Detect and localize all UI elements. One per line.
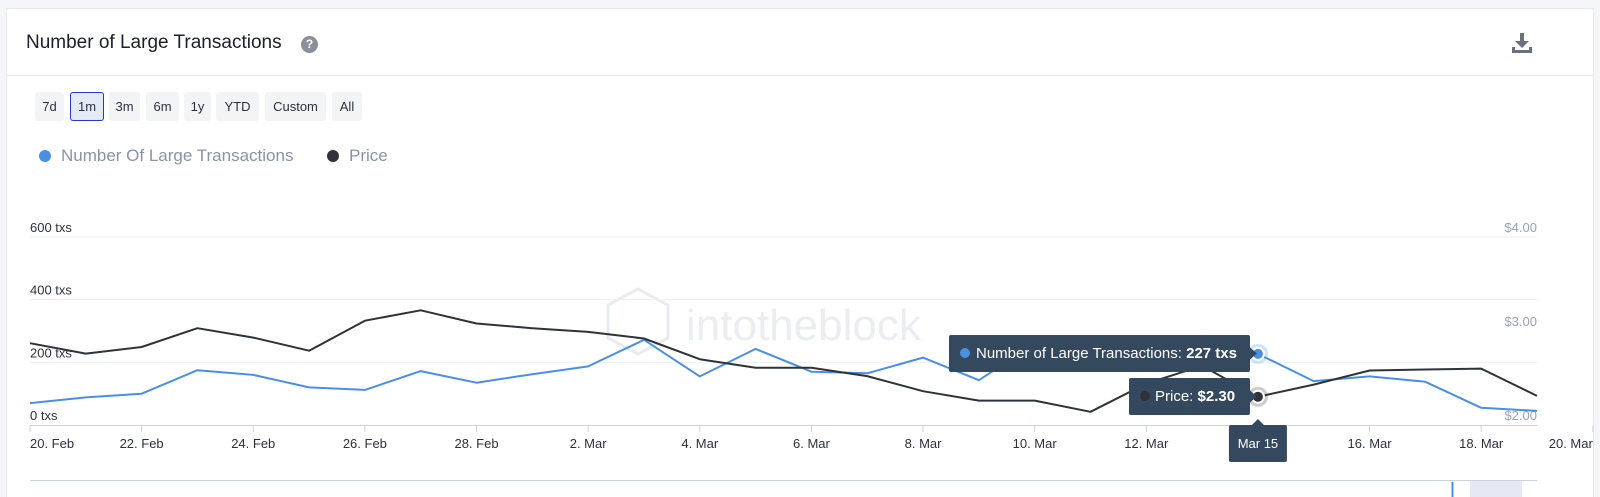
x-tick-label: 24. Feb [231,436,275,451]
y-right-tick-label: $4.00 [1504,220,1537,235]
range-button-custom[interactable]: Custom [265,92,326,121]
series-line-transactions[interactable] [29,338,1538,412]
x-tick-label: 10. Mar [1013,436,1058,451]
chart-title: Number of Large Transactions [26,32,282,53]
y-left-tick-label: 0 txs [30,408,58,423]
card-header: Number of Large Transactions ? [7,9,1593,76]
legend-dot-transactions [39,149,51,162]
x-tick-label: 8. Mar [905,436,943,451]
range-button-7d[interactable]: 7d [35,92,64,121]
x-tick-label: 28. Feb [454,436,498,451]
help-circle-icon[interactable]: ? [301,36,318,53]
tooltip-price-arrow [1250,390,1257,403]
x-tick-label: 26. Feb [343,436,387,451]
y-right-tick-label: $3.00 [1504,314,1537,329]
crosshair-label-bg [1228,425,1287,462]
x-tick-label: 2. Mar [570,436,608,451]
tooltip-transactions-bg [949,335,1250,372]
x-tick-label: 12. Mar [1124,436,1169,451]
tooltip-transactions [949,335,1257,372]
x-tick-label: 4. Mar [681,436,719,451]
tooltip-price-bg [1129,378,1250,415]
tooltip-price [1129,378,1257,415]
crosshair-date-label: Mar 15 [1238,436,1278,451]
range-button-all[interactable]: All [332,92,362,121]
tooltip-dot-price [1140,391,1150,401]
watermark-text: intotheblock [686,301,922,350]
tooltip-text-transactions: Number of Large Transactions: 227 txs [976,345,1237,362]
legend-item-price[interactable]: Price [327,146,388,166]
range-button-1m[interactable]: 1m [70,92,104,121]
tooltip-transactions-arrow [1250,347,1257,360]
download-icon[interactable] [1510,31,1534,55]
legend-label-price: Price [349,146,388,165]
chart-card: Number of Large Transactions ? [6,8,1594,497]
x-tick-label: 18. Mar [1459,436,1504,451]
range-button-ytd[interactable]: YTD [216,92,259,121]
range-button-1y[interactable]: 1y [184,92,211,121]
navigator-selection[interactable] [1470,481,1522,497]
x-tick-label: 20. Mar [1549,436,1594,451]
series-line-price[interactable] [29,309,1538,413]
watermark: intotheblock [606,287,922,356]
y-right-tick-label: $2.00 [1504,408,1537,423]
x-tick-label: 22. Feb [120,436,164,451]
range-button-6m[interactable]: 6m [146,92,179,121]
y-left-tick-label: 400 txs [30,283,72,298]
tooltip-dot-transactions [960,348,970,358]
range-button-3m[interactable]: 3m [109,92,140,121]
legend-item-transactions[interactable]: Number Of Large Transactions [39,146,293,166]
crosshair-label-arrow [1251,419,1264,425]
tooltip-text-price: Price: $2.30 [1155,388,1235,405]
legend-label-transactions: Number Of Large Transactions [61,146,294,165]
legend-dot-price [327,149,339,162]
x-tick-label: 20. Feb [30,436,74,451]
y-left-tick-label: 600 txs [30,220,72,235]
watermark-logo-icon [606,287,670,356]
x-tick-label: 6. Mar [793,436,831,451]
x-tick-label: 16. Mar [1348,436,1393,451]
